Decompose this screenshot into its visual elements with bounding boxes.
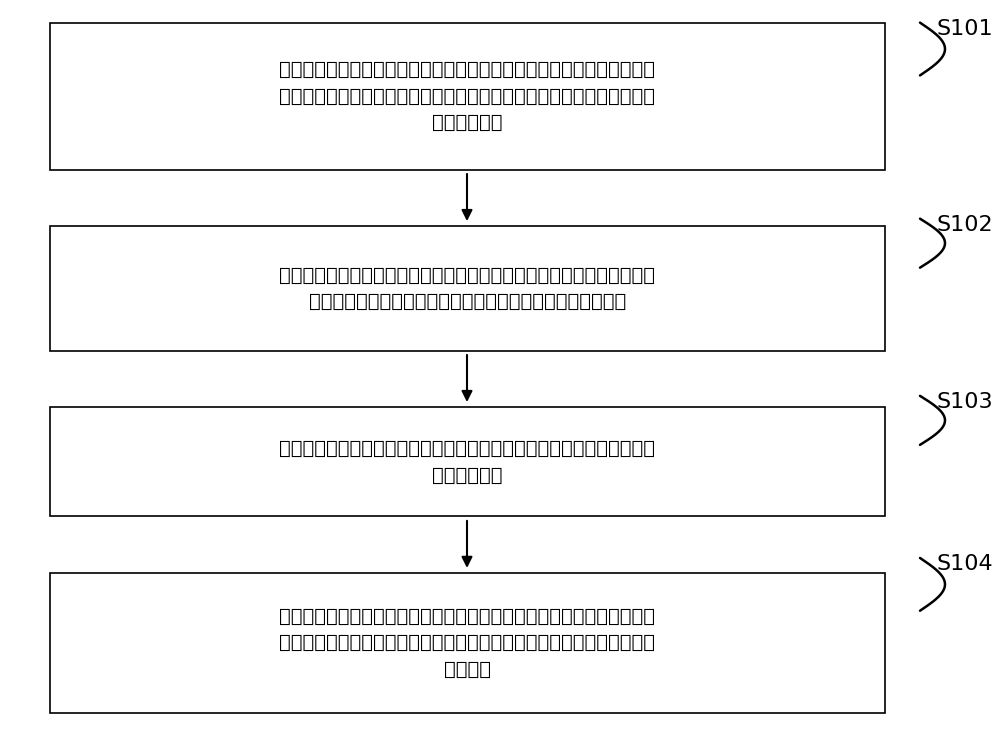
- Text: 根据所述车辆充电行为学习模块确定出与所述接入车辆对应的人工神经网
络模型，以获得所述接入车辆的预测充电时间与初始充电功率: 根据所述车辆充电行为学习模块确定出与所述接入车辆对应的人工神经网 络模型，以获得…: [279, 265, 656, 311]
- Text: 实时监测所述充电桩系统的充电功率，以获得保证所述充电桩系统正常运
行的需要系数: 实时监测所述充电桩系统的充电功率，以获得保证所述充电桩系统正常运 行的需要系数: [279, 439, 656, 485]
- Text: S103: S103: [937, 392, 993, 412]
- Text: 根据充电桩获取接入车辆的特征信息，并将所述接入车辆的特征信息输入
车辆充电行为学习模块；其中，所述车辆充电行为学习模块包含多种人工
神经网络模型: 根据充电桩获取接入车辆的特征信息，并将所述接入车辆的特征信息输入 车辆充电行为学…: [279, 60, 656, 132]
- Text: S102: S102: [937, 215, 993, 235]
- FancyBboxPatch shape: [50, 407, 885, 516]
- FancyBboxPatch shape: [50, 226, 885, 351]
- Text: S104: S104: [937, 554, 993, 575]
- FancyBboxPatch shape: [50, 23, 885, 170]
- Text: S101: S101: [937, 19, 993, 39]
- FancyBboxPatch shape: [50, 573, 885, 713]
- Text: 当所述需要系数大于预设过载值或者小于预设低载值时，根据预置的平行
系统确定所述接入车辆需要调整的充电功率值，以实现所述接入车辆的充
电分配。: 当所述需要系数大于预设过载值或者小于预设低载值时，根据预置的平行 系统确定所述接…: [279, 607, 656, 679]
